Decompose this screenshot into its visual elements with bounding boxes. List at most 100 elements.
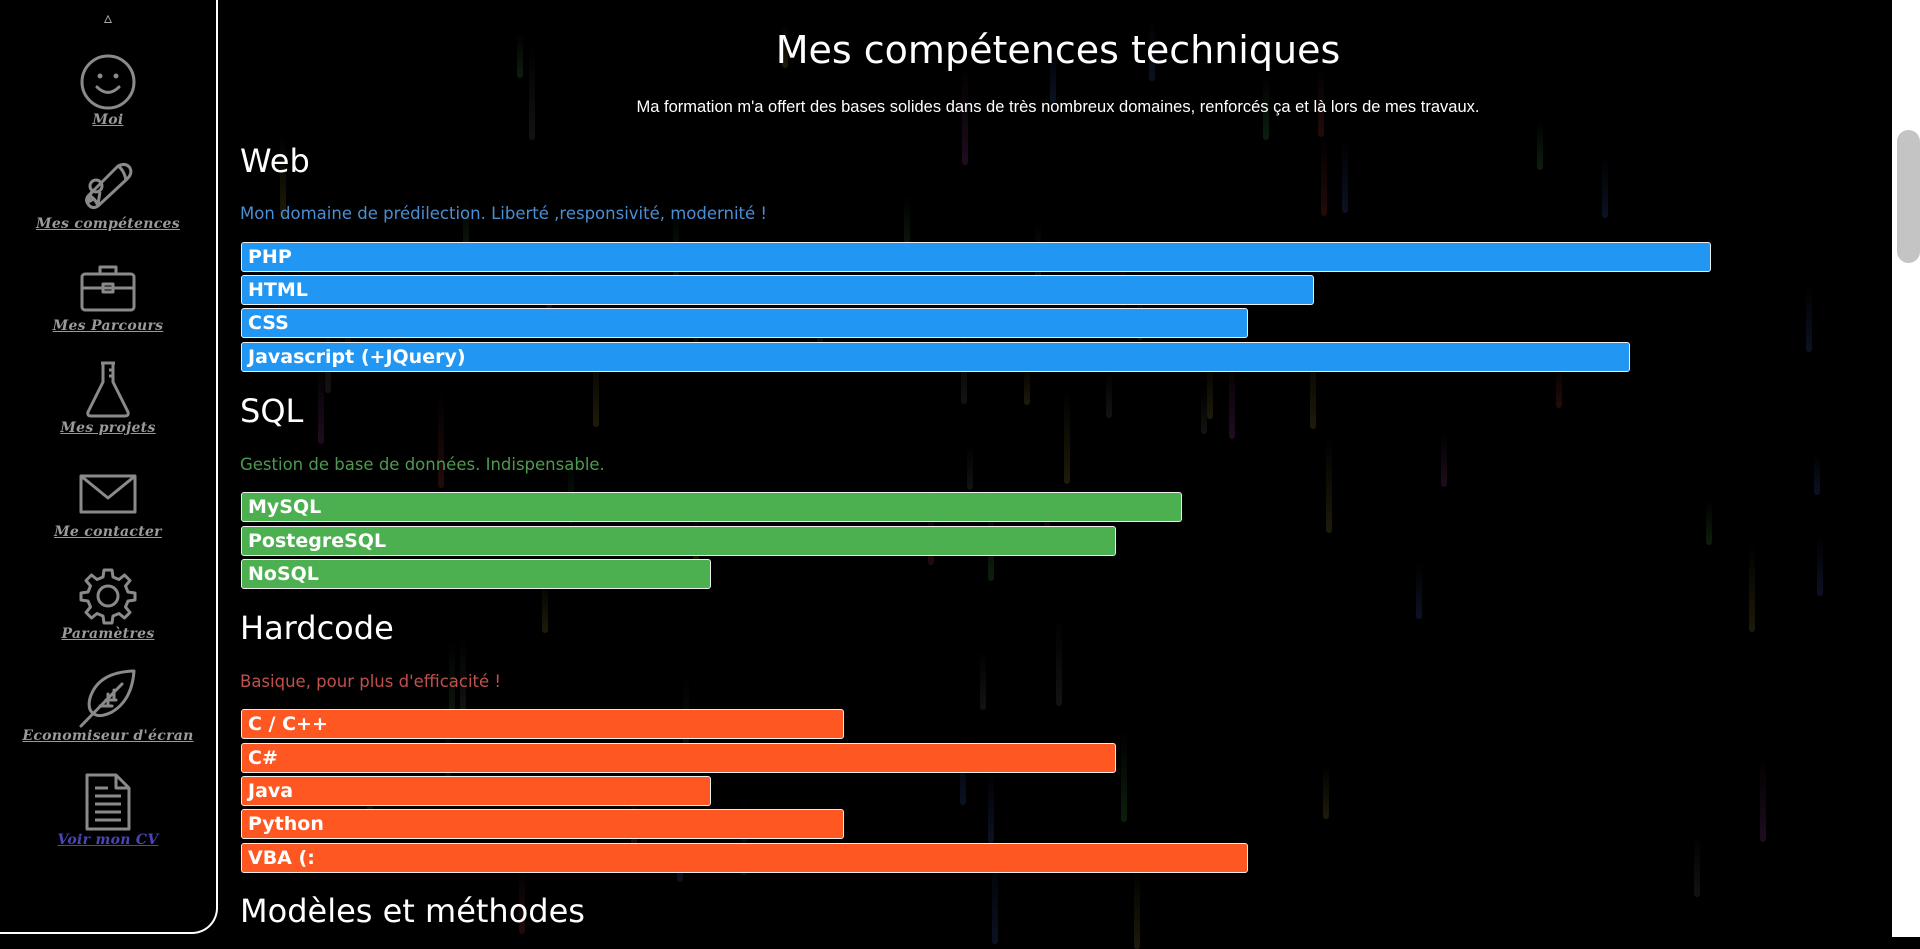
rain-streak [1228, 353, 1235, 440]
rain-streak [1133, 871, 1140, 949]
rain-streak [448, 641, 455, 733]
sidebar-item-economiseur[interactable]: Economiseur d'écran [0, 668, 216, 744]
rain-streak [980, 650, 987, 711]
skill-bar: C# [241, 743, 1116, 773]
skill-bar: NoSQL [241, 559, 711, 589]
sidebar-item-label: Moi [92, 112, 124, 128]
page-title: Mes compétences techniques [775, 28, 1341, 72]
sidebar-item-contact[interactable]: Me contacter [0, 464, 216, 540]
section-desc-sql: Gestion de base de données. Indispensabl… [240, 455, 605, 474]
rain-streak [1063, 390, 1070, 484]
rain-streak [1023, 364, 1030, 406]
envelope-icon [79, 474, 137, 514]
rain-streak [1760, 757, 1767, 842]
rain-streak [528, 44, 535, 141]
rain-streak [1106, 370, 1113, 419]
skill-bar: Java [241, 776, 711, 806]
sidebar-item-parcours[interactable]: Mes Parcours [0, 258, 216, 334]
scrollbar-thumb[interactable] [1897, 130, 1920, 263]
sidebar-item-label: Mes projets [60, 420, 156, 436]
rain-streak [1149, 21, 1156, 81]
sidebar-item-label: Mes compétences [36, 216, 180, 232]
rain-streak [1309, 344, 1316, 430]
skill-bar: VBA (: [241, 843, 1248, 873]
sidebar-item-competences[interactable]: Mes compétences [0, 156, 216, 232]
rain-streak [541, 578, 548, 633]
rain-streak [318, 362, 325, 444]
skills-page: Mes compétences techniques Ma formation … [216, 0, 1892, 937]
sidebar-item-cv[interactable]: Voir mon CV [0, 772, 216, 848]
skill-bar: HTML [241, 275, 1314, 305]
rain-streak [1706, 500, 1713, 546]
rain-streak [1206, 361, 1213, 419]
section-desc-hardcode: Basique, pour plus d'efficacité ! [240, 672, 502, 691]
document-icon [85, 773, 131, 831]
rain-streak [927, 484, 934, 565]
smiley-icon [80, 54, 136, 110]
skill-bar: CSS [241, 308, 1248, 338]
skill-bar: Python [241, 809, 844, 839]
rain-streak [1325, 438, 1332, 534]
sidebar-item-label: Mes Parcours [52, 318, 164, 334]
rain-streak [438, 390, 445, 489]
section-title-methodes: Modèles et méthodes [240, 892, 585, 930]
flask-icon [86, 361, 130, 418]
rain-streak [519, 867, 526, 935]
diploma-icon [85, 162, 133, 210]
section-title-web: Web [240, 142, 310, 180]
section-title-hardcode: Hardcode [240, 609, 394, 647]
sidebar-item-label: Economiseur d'écran [22, 728, 194, 744]
rain-streak [1318, 67, 1325, 138]
section-title-sql: SQL [240, 392, 304, 430]
sidebar-item-projets[interactable]: Mes projets [0, 360, 216, 436]
rain-streak [1120, 731, 1127, 822]
rain-streak [1200, 388, 1207, 434]
rain-streak [1441, 433, 1448, 487]
rain-streak [1749, 544, 1756, 633]
rain-streak [1817, 536, 1824, 597]
rain-streak [1056, 618, 1063, 706]
sidebar-item-label: Voir mon CV [57, 832, 159, 848]
rain-streak [904, 196, 911, 260]
skill-bar: MySQL [241, 492, 1182, 522]
rain-streak [1320, 135, 1327, 217]
rain-streak [1813, 452, 1820, 495]
sidebar-item-label: Paramètres [61, 626, 155, 642]
rain-streak [516, 32, 523, 78]
rain-streak [966, 445, 973, 491]
rain-streak [1263, 75, 1270, 141]
briefcase-icon [80, 265, 136, 312]
rain-streak [592, 346, 599, 428]
skill-bar: PostegreSQL [241, 526, 1116, 556]
gear-icon [79, 568, 137, 625]
rain-streak [1342, 139, 1349, 213]
page-subtitle: Ma formation m'a offert des bases solide… [636, 98, 1480, 116]
rain-streak [1415, 562, 1422, 619]
rain-streak [345, 312, 352, 367]
skill-bar: PHP [241, 242, 1711, 272]
rain-streak [463, 197, 470, 265]
rain-streak [962, 66, 969, 165]
rain-streak [280, 135, 287, 219]
leaf-icon [79, 669, 136, 728]
rain-streak [988, 767, 995, 843]
rain-streak [1556, 362, 1563, 408]
rain-streak [1322, 765, 1329, 820]
sidebar-item-moi[interactable]: Moi [0, 52, 216, 128]
rain-streak [1601, 156, 1608, 218]
rain-streak [1694, 834, 1701, 898]
rain-streak [1806, 285, 1813, 353]
rain-streak [782, 24, 789, 68]
sidebar-item-parametres[interactable]: Paramètres [0, 566, 216, 642]
skill-bar: Javascript (+JQuery) [241, 342, 1630, 372]
sidebar: ▵ Moi Mes compétences [0, 0, 218, 934]
skill-bar: C / C++ [241, 709, 844, 739]
rain-streak [459, 637, 466, 713]
rain-streak [1050, 45, 1057, 103]
section-desc-web: Mon domaine de prédilection. Liberté ,re… [240, 204, 768, 223]
page-scrollbar[interactable] [1892, 0, 1920, 937]
rain-streak [692, 310, 699, 370]
scroll-up-arrow-icon[interactable]: ▵ [103, 8, 113, 27]
sidebar-item-label: Me contacter [54, 524, 162, 540]
rain-streak [991, 851, 998, 945]
